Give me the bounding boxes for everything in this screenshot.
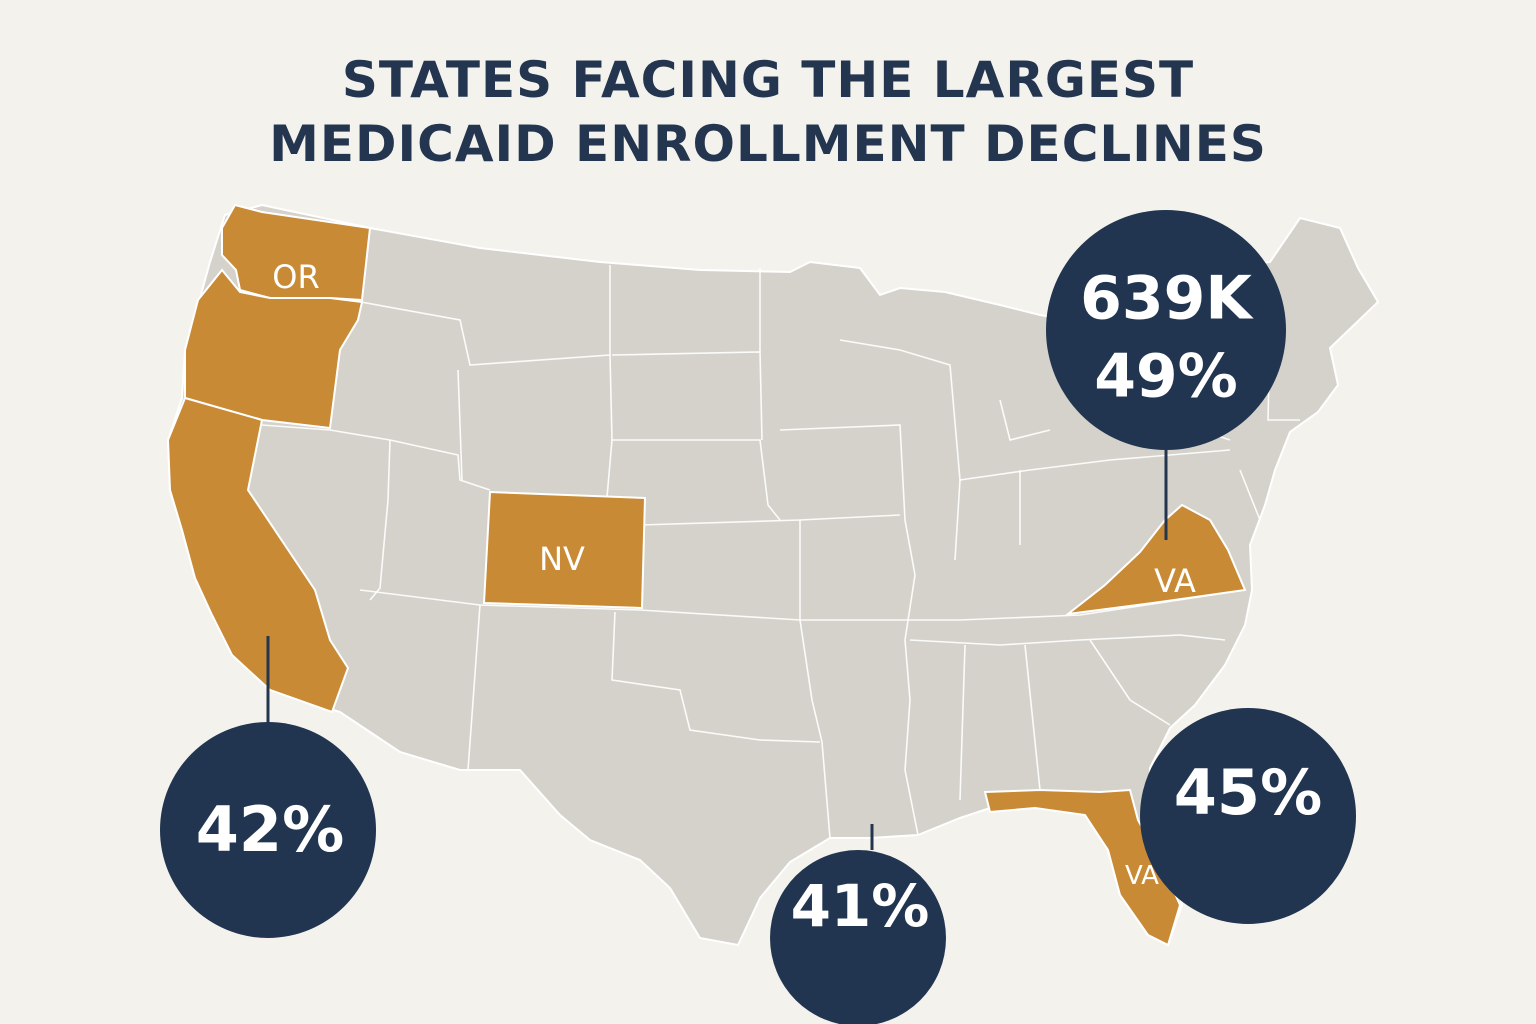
callout-mid-atlantic-count: 639K (1080, 264, 1254, 334)
highlight-california (166, 396, 350, 714)
state-label-nv: NV (539, 540, 585, 578)
state-label-va: VA (1154, 562, 1196, 600)
title-line-1: STATES FACING THE LARGEST (341, 51, 1195, 109)
highlight-virginia (1064, 503, 1247, 616)
callout-gulf: 41% (770, 850, 946, 1024)
highlight-oregon (184, 268, 364, 430)
callout-southeast-value: 45% (1174, 756, 1322, 829)
callout-mid-atlantic-pct: 49% (1094, 342, 1238, 412)
highlight-florida (983, 788, 1182, 947)
page-title: STATES FACING THE LARGEST MEDICAID ENROL… (0, 48, 1536, 176)
callout-southeast: 45% (1140, 708, 1356, 924)
callout-west-coast-value: 42% (196, 793, 344, 866)
state-label-or: OR (272, 258, 319, 296)
callout-west-coast: 42% (160, 722, 376, 938)
highlight-colorado (482, 490, 647, 610)
title-line-2: MEDICAID ENROLLMENT DECLINES (269, 115, 1267, 173)
callout-gulf-value: 41% (791, 872, 930, 940)
callout-mid-atlantic: 639K 49% (1046, 210, 1286, 450)
